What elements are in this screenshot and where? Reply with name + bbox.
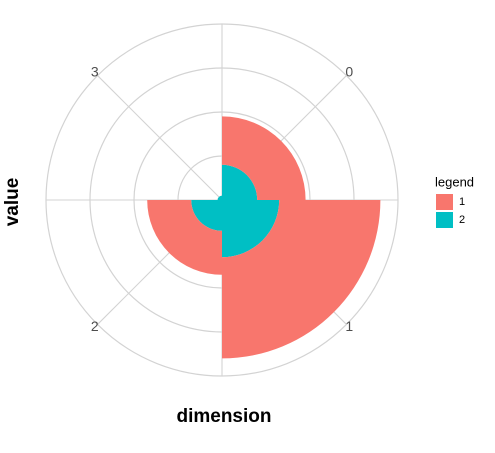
legend-key bbox=[436, 194, 453, 210]
legend-key bbox=[436, 212, 453, 228]
bar-sector bbox=[147, 200, 222, 275]
legend-label: 2 bbox=[459, 214, 465, 226]
spoke-line bbox=[97, 75, 223, 201]
category-label: 0 bbox=[345, 63, 353, 79]
bar-sector bbox=[191, 200, 222, 231]
bar-sector bbox=[222, 200, 280, 258]
bar-sector bbox=[222, 116, 306, 200]
legend-title: legend bbox=[435, 174, 474, 189]
legend-label: 1 bbox=[459, 196, 465, 208]
category-label: 1 bbox=[345, 318, 353, 334]
bar-sector bbox=[217, 195, 222, 200]
bar-sector bbox=[222, 164, 258, 200]
bar-sector bbox=[222, 200, 381, 359]
y-axis-title: value bbox=[2, 178, 23, 227]
category-label: 3 bbox=[91, 63, 99, 79]
x-axis-title: dimension bbox=[176, 406, 271, 427]
category-label: 2 bbox=[91, 318, 99, 334]
